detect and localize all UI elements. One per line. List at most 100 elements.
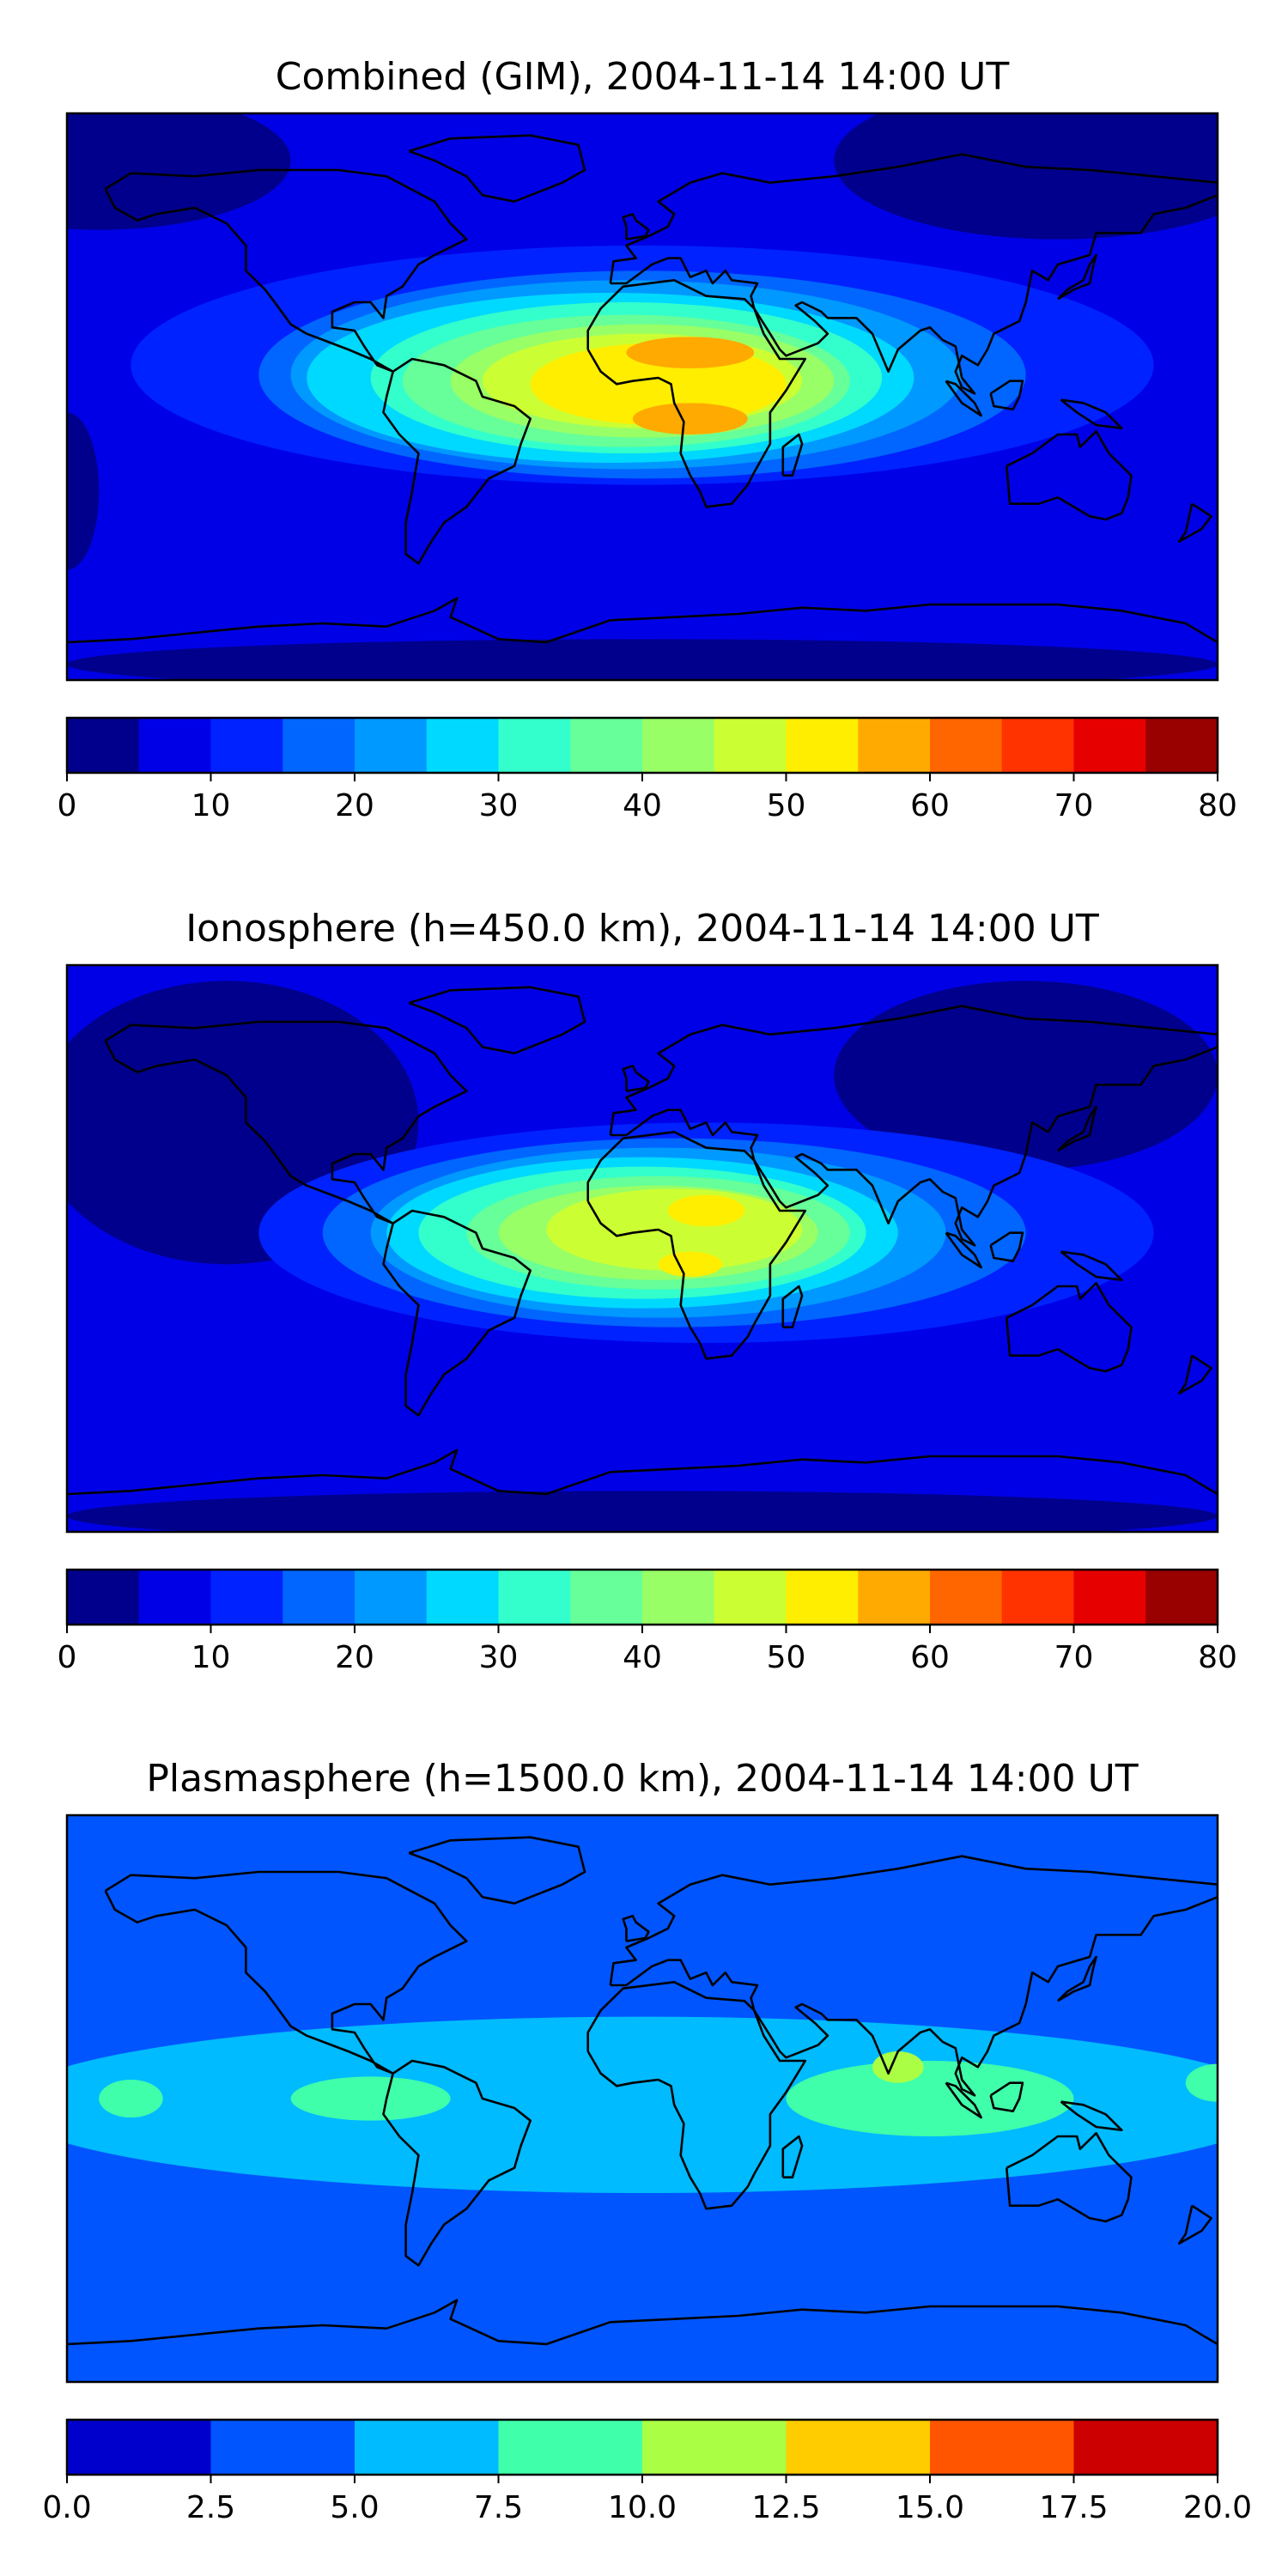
coastline-sumatra — [945, 1231, 982, 1269]
colorbar-segment — [714, 718, 787, 773]
coastline-south-america — [382, 1209, 532, 1417]
colorbar-segment — [67, 2420, 211, 2475]
colorbar-tick-label: 20 — [335, 1640, 374, 1675]
coastline-africa — [586, 278, 807, 508]
colorbar-tick-label: 40 — [623, 788, 662, 823]
colorbar-segment — [67, 718, 140, 773]
coastline-uk — [622, 213, 650, 240]
colorbar-segment — [570, 718, 643, 773]
coastline-japan — [1056, 1955, 1097, 2002]
map-area — [65, 1814, 1219, 2384]
colorbar-segment — [786, 1570, 859, 1625]
colorbar-tick-label: 50 — [767, 1640, 806, 1675]
contour-band — [834, 113, 1218, 240]
coastlines — [67, 134, 1218, 644]
coastline-north-america — [104, 1020, 468, 1224]
contour-band — [67, 113, 291, 230]
coastline-greenland — [408, 986, 586, 1054]
coastline-antarctica — [67, 2299, 1218, 2346]
colorbar-tick-label: 80 — [1198, 788, 1237, 823]
colorbar-segment — [642, 718, 715, 773]
coastline-australia — [1005, 429, 1133, 521]
coastline-borneo — [989, 2081, 1024, 2112]
contour-band — [626, 337, 755, 368]
colorbar-segment — [283, 1570, 355, 1625]
contour-layer — [67, 1815, 1218, 2382]
colorbar-tick-label: 30 — [479, 1640, 519, 1675]
coastline-new-zealand — [1178, 502, 1212, 544]
contour-band — [67, 1491, 1218, 1532]
contour-band — [290, 2076, 451, 2121]
coastline-greenland — [408, 1836, 586, 1905]
colorbar-segment — [786, 718, 859, 773]
coastline-north-america — [104, 168, 468, 374]
coastline-australia — [1005, 1282, 1133, 1373]
contour-band — [1185, 2063, 1218, 2102]
coastline-south-america — [382, 357, 532, 565]
coastline-antarctica — [67, 1449, 1218, 1496]
coastline-north-america — [104, 1870, 468, 2075]
colorbar-segment — [355, 718, 428, 773]
colorbar: 0 10 20 30 40 50 60 70 80 — [58, 716, 1237, 823]
colorbar-segment — [1145, 718, 1218, 773]
coastline-borneo — [989, 1231, 1024, 1262]
colorbar-segment — [930, 2420, 1074, 2475]
colorbar: 0.0 2.5 5.0 7.5 10.0 12.5 15.0 17.5 20.0 — [42, 2418, 1252, 2525]
panel-plasmasphere: Plasmasphere (h=1500.0 km), 2004-11-14 1… — [42, 1757, 1252, 2525]
contour-band — [99, 2080, 163, 2117]
coastlines — [67, 986, 1218, 1496]
coastline-madagascar — [781, 1285, 804, 1328]
coastline-new-guinea — [1060, 1250, 1123, 1281]
colorbar-tick-label: 20 — [335, 788, 374, 823]
colorbar-segment — [138, 718, 211, 773]
colorbar-tick-label: 17.5 — [1039, 2490, 1108, 2525]
colorbar-segment — [210, 2420, 355, 2475]
contour-band — [632, 403, 748, 434]
colorbar-segment — [1145, 1570, 1218, 1625]
map-frame — [65, 1814, 1219, 2384]
coastline-uk — [622, 1065, 650, 1092]
colorbar-segment — [498, 2420, 643, 2475]
colorbar-tick-label: 0 — [58, 1640, 77, 1675]
map-area — [65, 112, 1219, 682]
coastline-sumatra — [945, 380, 982, 417]
coastline-new-zealand — [1178, 1354, 1212, 1394]
contour-band — [872, 2051, 924, 2083]
colorbar-segment — [426, 718, 499, 773]
colorbar-segment — [498, 718, 571, 773]
colorbar-tick-label: 5.0 — [330, 2490, 379, 2525]
coastline-south-america — [382, 2059, 532, 2267]
colorbar-tick-label: 0 — [58, 788, 77, 823]
colorbar-tick-label: 10 — [191, 788, 231, 823]
colorbar-segment — [355, 2420, 499, 2475]
colorbar-segment — [1073, 718, 1146, 773]
colorbar-segment — [1073, 2420, 1218, 2475]
colorbar-segment — [283, 718, 355, 773]
panel-title: Plasmasphere (h=1500.0 km), 2004-11-14 1… — [146, 1757, 1138, 1801]
coastlines — [67, 1836, 1218, 2346]
colorbar-segment — [786, 2420, 931, 2475]
contour-band — [667, 1194, 745, 1227]
map-area — [65, 963, 1219, 1534]
contour-band — [658, 1251, 723, 1278]
coastline-africa — [586, 1131, 807, 1360]
colorbar-tick-label: 50 — [767, 788, 806, 823]
panel-combined: Combined (GIM), 2004-11-14 14:00 UT 0 10 2… — [58, 55, 1237, 823]
colorbar-segment — [858, 1570, 931, 1625]
colorbar-tick-label: 60 — [910, 788, 950, 823]
colorbar-tick-label: 10 — [191, 1640, 231, 1675]
colorbar-tick-label: 7.5 — [474, 2490, 523, 2525]
coastline-antarctica — [67, 597, 1218, 644]
colorbar-segment — [930, 718, 1003, 773]
contour-band — [834, 981, 1218, 1170]
colorbar: 0 10 20 30 40 50 60 70 80 — [58, 1568, 1237, 1675]
coastline-europe-asia — [609, 1855, 1218, 2097]
coastline-borneo — [989, 380, 1024, 411]
panel-title: Ionosphere (h=450.0 km), 2004-11-14 14:0… — [185, 907, 1099, 951]
contour-band — [67, 639, 1218, 680]
colorbar-tick-label: 15.0 — [896, 2490, 964, 2525]
colorbar-segment — [210, 718, 283, 773]
panel-title: Combined (GIM), 2004-11-14 14:00 UT — [276, 55, 1010, 99]
colorbar-segment — [1001, 718, 1074, 773]
colorbar-tick-label: 70 — [1054, 788, 1094, 823]
